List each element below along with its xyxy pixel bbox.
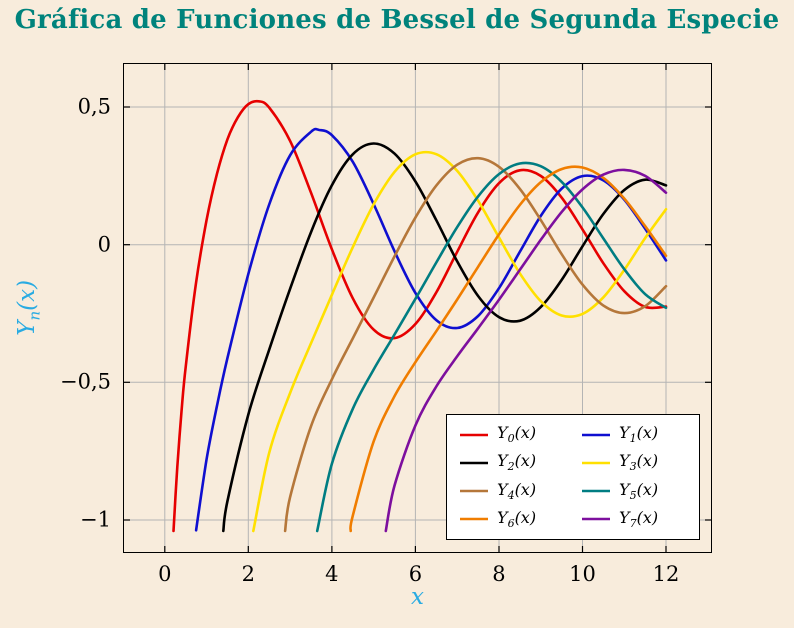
legend-line-sample (460, 433, 488, 437)
x-axis-label: x (411, 584, 424, 610)
legend-line-sample (582, 461, 610, 465)
plot-area: Y0(x) Y1(x) Y2(x) Y3(x) Y4(x) Y5(x) Y6(x) Y7(x) (123, 63, 712, 553)
legend-item-Y0: Y0(x) (459, 425, 565, 444)
legend-line-sample (582, 433, 610, 437)
x-tick-label: 4 (325, 562, 339, 586)
plot-border (123, 63, 712, 553)
curve-Y6x (349, 165, 668, 533)
legend: Y0(x) Y1(x) Y2(x) Y3(x) Y4(x) Y5(x) Y6(x) Y7(x) (446, 414, 700, 540)
legend-item-Y6: Y6(x) (459, 507, 565, 530)
chart-title: Gráfica de Funciones de Bessel de Segund… (14, 5, 780, 35)
legend-line-sample (582, 490, 610, 493)
grid-lines (123, 63, 712, 553)
x-tick-label: 2 (241, 562, 255, 586)
legend-label: Y4(x) (497, 479, 537, 502)
legend-item-Y1: Y1(x) (581, 425, 687, 444)
curve-Y0x (172, 99, 668, 533)
curve-Y1x (194, 127, 668, 532)
x-tick-label: 10 (569, 562, 596, 586)
legend-item-Y3: Y3(x) (581, 451, 687, 474)
legend-label: Y5(x) (619, 479, 659, 502)
axis-ticks (123, 63, 712, 553)
legend-item-Y4: Y4(x) (459, 479, 565, 502)
plot-canvas-host (123, 63, 712, 553)
legend-line-sample (582, 518, 610, 521)
curve-Y2x (222, 142, 668, 533)
legend-line-sample (460, 461, 488, 465)
legend-label: Y1(x) (619, 423, 659, 446)
legend-label: Y6(x) (497, 507, 537, 530)
x-tick-label: 6 (408, 562, 423, 586)
y-tick-label: −0,5 (60, 369, 111, 394)
x-tick-label: 12 (652, 562, 680, 586)
y-tick-label: −1 (80, 507, 111, 532)
plot-canvas (123, 63, 712, 553)
x-tick-label: 0 (158, 562, 172, 586)
legend-item-Y5: Y5(x) (581, 479, 687, 502)
legend-item-Y7: Y7(x) (581, 507, 687, 530)
curve-group (172, 99, 668, 533)
y-label-base: Y (14, 320, 41, 336)
curve-Y3x (252, 150, 668, 533)
y-tick-label: 0,5 (77, 94, 111, 119)
curve-Y4x (283, 156, 668, 533)
y-tick-label: 0 (97, 232, 111, 257)
legend-line-sample (460, 518, 488, 521)
y-axis-label: Yn(x) (14, 280, 44, 336)
legend-label: Y2(x) (497, 451, 537, 474)
legend-label: Y0(x) (497, 423, 537, 446)
y-axis-label-wrap: Yn(x) (4, 63, 54, 553)
legend-item-Y2: Y2(x) (459, 451, 565, 474)
x-tick-label: 8 (492, 562, 506, 586)
legend-label: Y3(x) (619, 451, 659, 474)
curve-Y7x (384, 168, 668, 533)
y-label-subscript: n (25, 311, 44, 321)
y-label-arg: (x) (14, 280, 41, 312)
legend-line-sample (460, 490, 488, 493)
curve-Y5x (315, 161, 668, 533)
x-axis-label-wrap: x (123, 584, 712, 610)
legend-label: Y7(x) (619, 507, 659, 530)
